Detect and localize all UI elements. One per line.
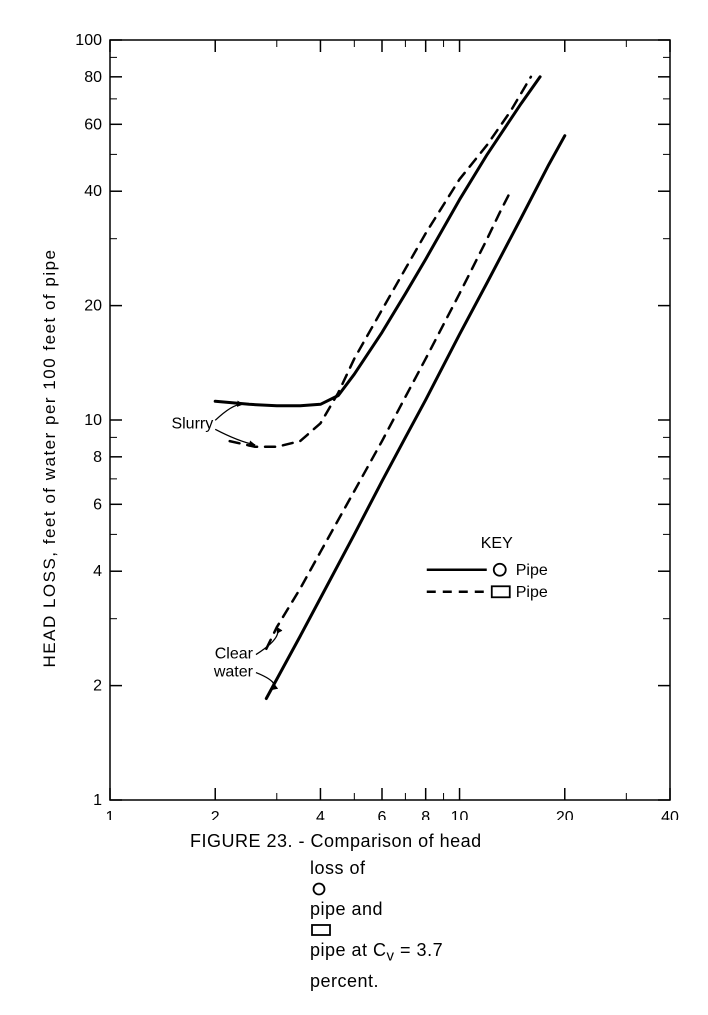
caption-prefix: FIGURE 23.	[190, 831, 293, 851]
figure-container: 12468102040124681020406080100APPARENT ME…	[20, 20, 688, 995]
svg-text:4: 4	[316, 809, 325, 820]
svg-text:6: 6	[93, 496, 102, 513]
caption-line3-after: pipe at C	[310, 940, 387, 960]
svg-text:1: 1	[106, 809, 115, 820]
svg-text:Clear: Clear	[215, 646, 254, 663]
square-icon	[310, 923, 332, 937]
series-circle_slurry	[215, 77, 540, 406]
circle-icon	[310, 882, 328, 896]
svg-text:2: 2	[93, 678, 102, 695]
series-circle_clear	[266, 136, 565, 699]
svg-text:40: 40	[84, 183, 102, 200]
svg-text:10: 10	[451, 809, 469, 820]
svg-text:100: 100	[75, 32, 102, 49]
svg-text:10: 10	[84, 412, 102, 429]
svg-text:20: 20	[84, 298, 102, 315]
caption-line4: percent.	[310, 968, 688, 995]
figure-caption: FIGURE 23. - Comparison of head loss of …	[190, 828, 688, 995]
svg-text:60: 60	[84, 116, 102, 133]
svg-text:Pipe: Pipe	[516, 562, 548, 579]
cv-value: = 3.7	[395, 940, 444, 960]
svg-text:2: 2	[211, 809, 220, 820]
caption-line2: loss of	[310, 858, 366, 878]
svg-text:4: 4	[93, 563, 102, 580]
series-square_slurry	[230, 77, 531, 447]
svg-text:1: 1	[93, 792, 102, 809]
svg-text:20: 20	[556, 809, 574, 820]
svg-text:6: 6	[378, 809, 387, 820]
svg-text:water: water	[213, 664, 254, 681]
svg-text:40: 40	[661, 809, 679, 820]
chart-svg: 12468102040124681020406080100APPARENT ME…	[20, 20, 688, 820]
svg-text:Slurry: Slurry	[171, 415, 213, 432]
svg-text:8: 8	[421, 809, 430, 820]
svg-text:80: 80	[84, 69, 102, 86]
svg-text:KEY: KEY	[481, 535, 513, 552]
caption-line1: - Comparison of head	[299, 831, 482, 851]
svg-text:8: 8	[93, 449, 102, 466]
caption-line2-after: pipe and	[310, 899, 383, 919]
cv-sub: v	[387, 948, 395, 965]
series-square_clear	[266, 191, 510, 649]
svg-text:Pipe: Pipe	[516, 584, 548, 601]
svg-text:HEAD LOSS, feet of water p: HEAD LOSS, feet of water per 100 feet of…	[40, 248, 59, 667]
